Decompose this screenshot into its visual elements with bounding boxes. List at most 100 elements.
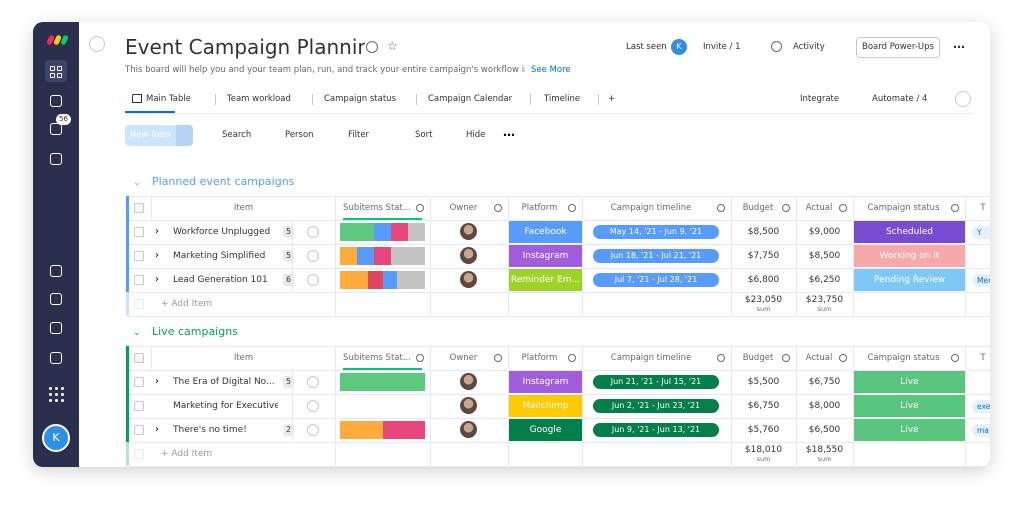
column-info-icon <box>568 354 576 362</box>
view-tab[interactable]: Campaign status <box>324 94 396 104</box>
owner-avatar[interactable] <box>460 397 477 414</box>
cell-border <box>731 442 732 466</box>
group-collapse[interactable]: ⌄ <box>133 328 141 338</box>
owner-avatar[interactable] <box>460 373 477 390</box>
view-tab[interactable]: Team workload <box>227 94 291 104</box>
group-title[interactable]: Live campaigns <box>152 325 238 338</box>
nav-active <box>45 60 67 82</box>
checkbox[interactable] <box>134 377 144 387</box>
nav-icon[interactable] <box>50 352 62 364</box>
platform-cell[interactable]: Instagram <box>509 371 582 393</box>
nav-icon[interactable] <box>50 293 62 305</box>
add-subitem-icon[interactable] <box>307 250 319 262</box>
toolbar-person[interactable]: Person <box>285 130 314 140</box>
toolbar-hide[interactable]: Hide <box>466 130 486 140</box>
nav-icon[interactable] <box>50 153 62 165</box>
view-tab[interactable]: Timeline <box>544 94 581 104</box>
checkbox[interactable] <box>134 275 144 285</box>
tag-chip[interactable]: Mer <box>972 274 990 287</box>
subitem-status-segment <box>368 271 383 289</box>
item-name[interactable]: Workforce Unplugged <box>173 227 271 237</box>
item-name[interactable]: There's no time! <box>173 425 247 435</box>
user-avatar[interactable]: K <box>42 424 70 452</box>
nav-icon[interactable] <box>50 95 62 107</box>
view-tab[interactable]: Main Table <box>146 94 191 104</box>
group-collapse[interactable]: ⌄ <box>133 178 141 188</box>
owner-avatar[interactable] <box>460 271 477 288</box>
expand-subitems[interactable]: › <box>155 274 159 285</box>
timeline-pill[interactable]: Jun 21, '21 - Jul 15, '21 <box>593 375 719 389</box>
timeline-pill[interactable]: Jun 18, '21 - Jul 21, '21 <box>593 249 719 263</box>
add-subitem-icon[interactable] <box>307 274 319 286</box>
automate-button[interactable]: Automate / 4 <box>872 94 928 104</box>
checkbox[interactable] <box>134 353 144 363</box>
view-tab[interactable]: + <box>608 94 616 104</box>
collapse-header[interactable] <box>955 91 971 107</box>
add-subitem-icon[interactable] <box>307 376 319 388</box>
expand-subitems[interactable]: › <box>155 376 159 387</box>
item-name[interactable]: Lead Generation 101 <box>173 275 268 285</box>
nav-icon[interactable] <box>50 322 62 334</box>
timeline-pill[interactable]: Jun 2, '21 - Jun 23, '21 <box>593 399 719 413</box>
add-item[interactable]: + Add Item <box>161 299 213 309</box>
status-cell[interactable]: Live <box>854 395 965 417</box>
status-cell[interactable]: Scheduled <box>854 221 965 243</box>
platform-cell[interactable]: Google <box>509 419 582 441</box>
invite-button[interactable]: Invite / 1 <box>703 42 741 52</box>
cell-border <box>796 244 797 268</box>
activity-button[interactable]: Activity <box>793 42 825 52</box>
board-power-ups[interactable]: Board Power-Ups <box>856 37 940 58</box>
checkbox[interactable] <box>134 203 144 213</box>
add-subitem-icon[interactable] <box>307 400 319 412</box>
platform-cell[interactable]: Facebook <box>509 221 582 243</box>
integrate-button[interactable]: Integrate <box>800 94 840 104</box>
tag-chip[interactable]: ma <box>972 424 990 437</box>
tag-chip[interactable]: Y <box>972 226 990 239</box>
platform-cell[interactable]: Instagram <box>509 245 582 267</box>
cell-border <box>430 370 431 394</box>
owner-avatar[interactable] <box>460 223 477 240</box>
item-name[interactable]: Marketing for Executives <box>173 401 278 411</box>
platform-cell[interactable]: Reminder Em... <box>509 269 582 291</box>
expand-subitems[interactable]: › <box>155 424 159 435</box>
see-more-link[interactable]: See More <box>531 65 571 75</box>
actual-cell: $8,500 <box>808 251 841 261</box>
timeline-pill[interactable]: Jun 9, '21 - Jun 13, '21 <box>593 423 719 437</box>
expand-subitems[interactable]: › <box>155 250 159 261</box>
toolbar-sort[interactable]: Sort <box>415 130 433 140</box>
toolbar-more[interactable]: ⋯ <box>503 128 515 142</box>
status-cell[interactable]: Pending Review <box>854 269 965 291</box>
checkbox[interactable] <box>134 251 144 261</box>
owner-avatar[interactable] <box>460 421 477 438</box>
expand-subitems[interactable]: › <box>155 226 159 237</box>
timeline-pill[interactable]: Jul 7, '21 - Jul 28, '21 <box>593 273 719 287</box>
checkbox[interactable] <box>134 425 144 435</box>
toolbar-filter[interactable]: Filter <box>348 130 370 140</box>
toolbar-search[interactable]: Search <box>222 130 252 140</box>
status-cell[interactable]: Live <box>854 419 965 441</box>
checkbox[interactable] <box>134 401 144 411</box>
subitem-count: 2 <box>283 424 294 436</box>
item-name[interactable]: The Era of Digital No... <box>173 377 275 387</box>
group-title[interactable]: Planned event campaigns <box>152 175 295 188</box>
status-cell[interactable]: Live <box>854 371 965 393</box>
view-tab[interactable]: Campaign Calendar <box>428 94 513 104</box>
status-cell[interactable]: Working on it <box>854 245 965 267</box>
cell-border <box>582 394 583 418</box>
tag-chip[interactable]: exe <box>972 400 990 413</box>
nav-icon[interactable] <box>50 265 62 277</box>
cell-border <box>508 442 509 466</box>
more-menu[interactable]: ⋯ <box>953 40 965 54</box>
timeline-pill[interactable]: May 14, '21 - Jun 9, '21 <box>593 225 719 239</box>
owner-avatar[interactable] <box>460 247 477 264</box>
platform-cell[interactable]: Mailchimp <box>509 395 582 417</box>
add-subitem-icon[interactable] <box>307 424 319 436</box>
checkbox[interactable] <box>134 227 144 237</box>
add-item[interactable]: + Add Item <box>161 449 213 459</box>
nav-icon[interactable] <box>50 123 62 135</box>
tabs-divider <box>125 113 973 114</box>
add-subitem-icon[interactable] <box>307 226 319 238</box>
item-name[interactable]: Marketing Simplified <box>173 251 266 261</box>
collapse-button[interactable] <box>89 36 105 52</box>
subitem-status-segment <box>408 223 426 241</box>
